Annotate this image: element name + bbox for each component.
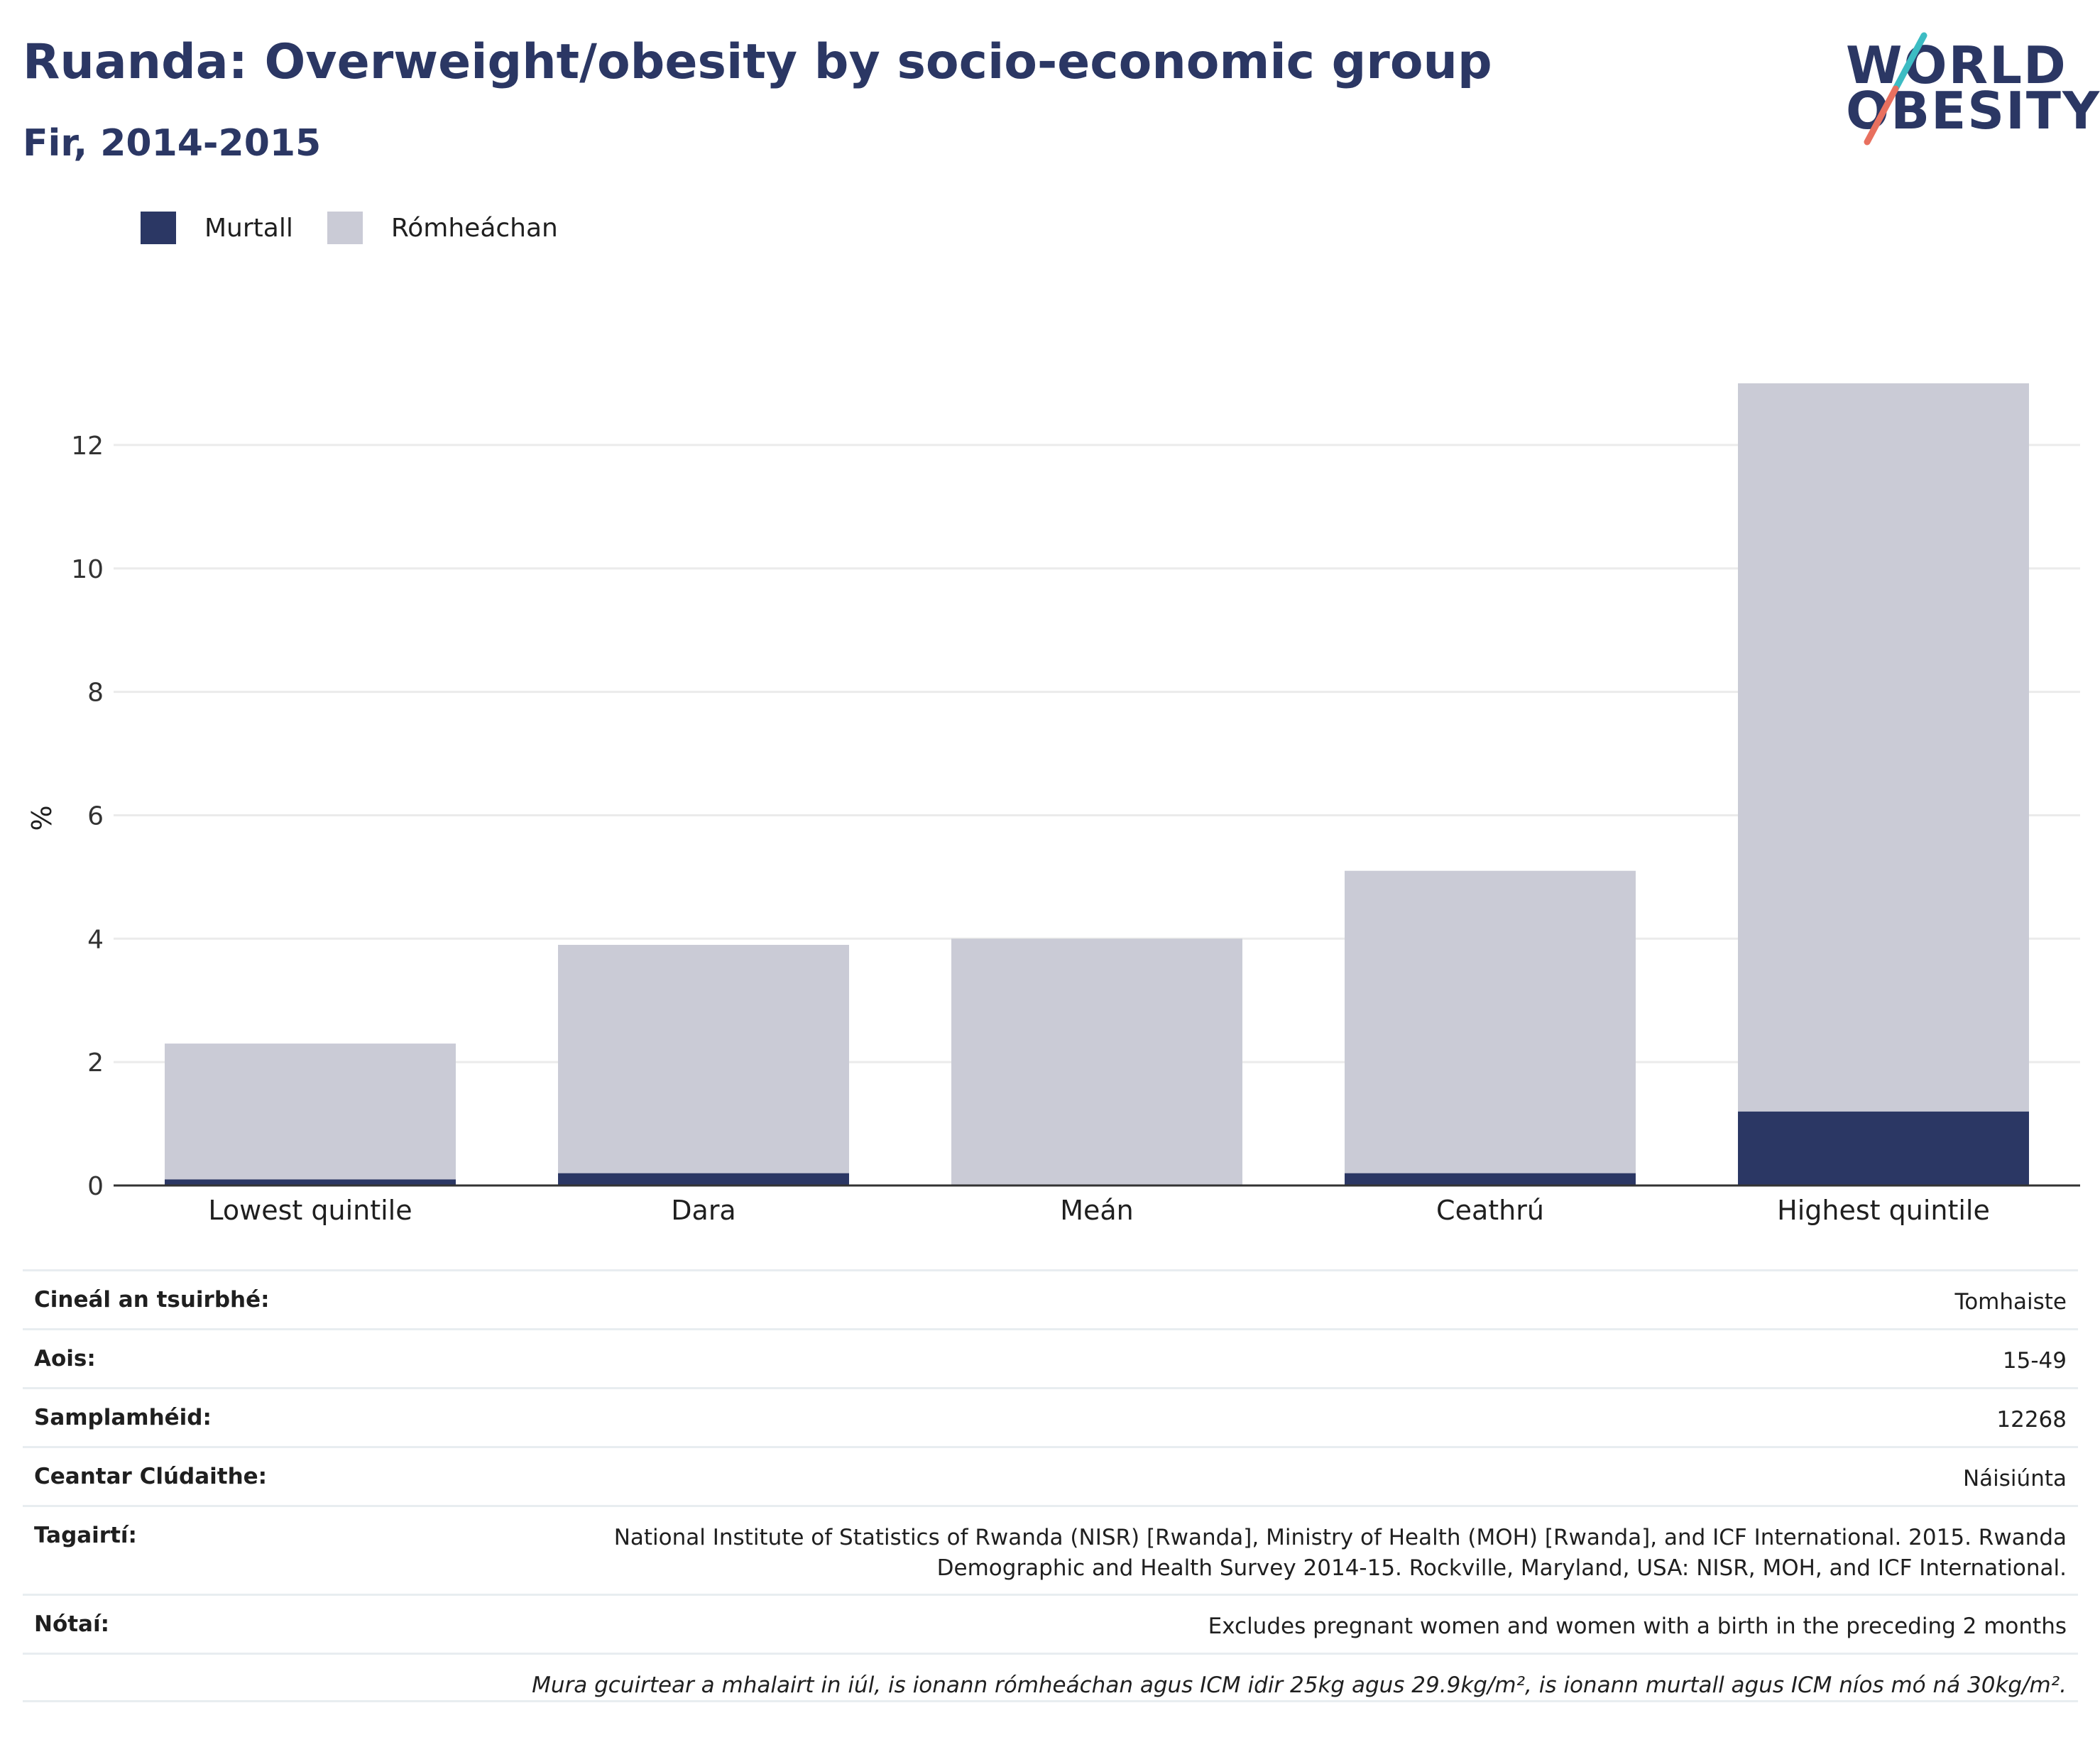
info-label: Samplamhéid: [34,1405,212,1430]
info-label: Cineál an tsuirbhé: [34,1287,270,1313]
chart-title: Ruanda: Overweight/obesity by socio-econ… [23,34,1492,90]
info-value: 15-49 [2002,1348,2067,1374]
info-row-references: Tagairtí: National Institute of Statisti… [23,1505,2078,1594]
info-table: Cineál an tsuirbhé: Tomhaiste Aois: 15-4… [23,1269,2078,1702]
info-label: Ceantar Clúdaithe: [34,1464,268,1489]
bar-overweight [1738,383,2029,1112]
info-label: Aois: [34,1346,96,1371]
info-row-area-covered: Ceantar Clúdaithe: Náisiúnta [23,1446,2078,1505]
info-value: Náisiúnta [1962,1466,2067,1491]
legend-item-obese: Murtall [141,212,293,244]
world-obesity-logo: WORLD OBESITY [1846,28,2099,153]
y-tick-label: 12 [71,432,104,461]
x-tick-label: Meán [1060,1195,1134,1226]
legend-label-overweight: Rómheáchan [390,213,558,243]
bar-obese [165,1179,456,1185]
info-value: 12268 [1996,1407,2067,1433]
bar-overweight [951,938,1242,1185]
bar-obese [558,1173,849,1185]
legend-swatch-obese [141,212,176,244]
bar-overweight [558,945,849,1173]
y-tick-label: 0 [87,1172,104,1201]
info-label: Tagairtí: [34,1523,137,1548]
legend-item-overweight: Rómheáchan [327,212,558,244]
info-value: National Institute of Statistics of Rwan… [613,1525,2067,1582]
info-row-sample-size: Samplamhéid: 12268 [23,1387,2078,1446]
x-tick-label: Highest quintile [1777,1195,1990,1226]
chart-legend: Murtall Rómheáchan [141,212,592,244]
legend-label-obese: Murtall [204,213,293,243]
bar-obese [1738,1111,2029,1185]
y-tick-label: 2 [87,1048,104,1078]
legend-swatch-overweight [327,212,363,244]
y-tick-label: 10 [71,555,104,584]
info-row-notes: Nótaí: Excludes pregnant women and women… [23,1594,2078,1653]
info-row-age: Aois: 15-49 [23,1328,2078,1387]
info-row-survey-type: Cineál an tsuirbhé: Tomhaiste [23,1269,2078,1328]
y-tick-label: 8 [87,679,104,708]
bar-chart: 0 2 4 6 8 10 12% Lowest quintile Dara Meán Ceathrú… [26,383,2080,1226]
info-row-footnote: Mura gcuirtear a mhalairt in iúl, is ion… [23,1653,2078,1702]
x-tick-label: Lowest quintile [208,1195,412,1226]
footnote-text: Mura gcuirtear a mhalairt in iúl, is ion… [532,1672,2067,1698]
y-tick-label: 6 [87,801,104,831]
info-label: Nótaí: [34,1611,110,1637]
y-tick-label: 4 [87,925,104,954]
bar-obese [1345,1173,1636,1185]
bar-overweight [165,1044,456,1180]
logo-text-obesity: OBESITY [1846,81,2100,141]
info-value: Excludes pregnant women and women with a… [1208,1614,2067,1639]
x-tick-label: Dara [671,1195,735,1226]
info-value: Tomhaiste [1954,1289,2067,1315]
x-tick-label: Ceathrú [1436,1195,1544,1226]
logo-slash-icon [1864,32,1927,146]
chart-subtitle: Fir, 2014-2015 [23,122,322,165]
logo-text-world: WORLD [1846,35,2067,95]
bar-overweight [1345,870,1636,1173]
y-axis-title: % [26,805,58,831]
